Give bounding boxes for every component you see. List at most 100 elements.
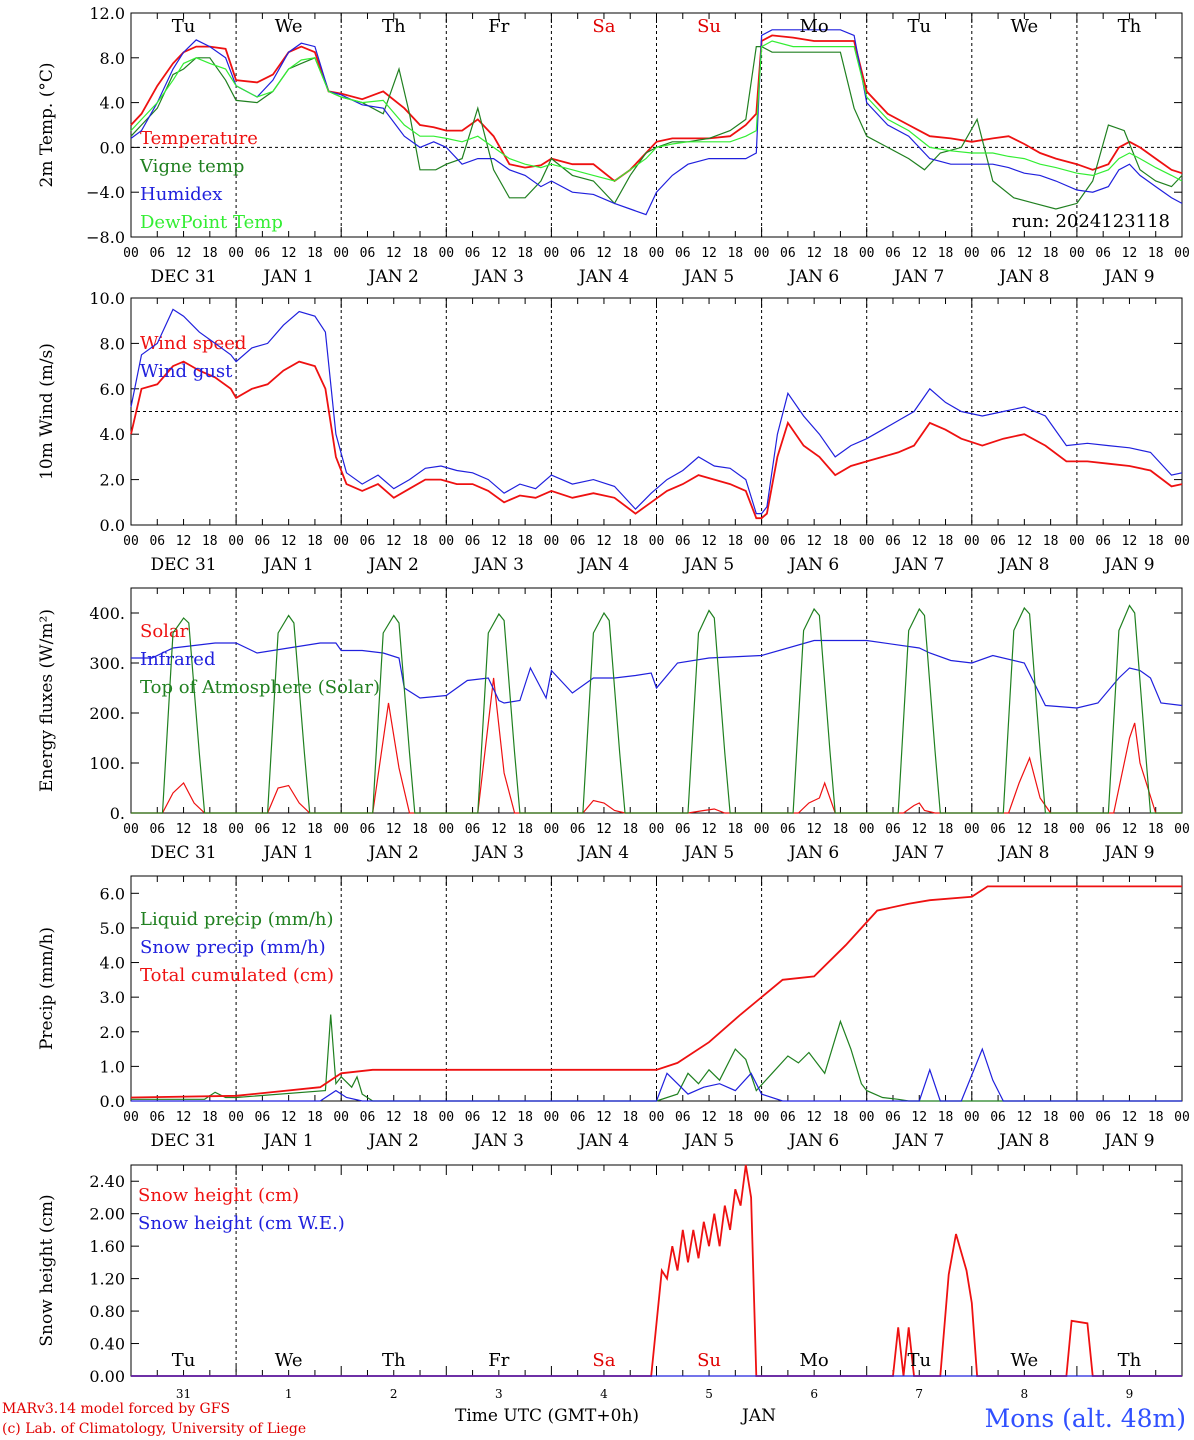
panel-frame	[130, 12, 1183, 238]
y-tick-label: 1.60	[89, 1237, 125, 1256]
hour-label: 18	[1043, 1110, 1059, 1125]
hour-label: 06	[149, 822, 165, 837]
hour-label: 06	[570, 822, 586, 837]
date-label: JAN 7	[892, 555, 944, 575]
hour-label: 12	[1017, 822, 1033, 837]
hour-label: 12	[806, 1110, 822, 1125]
hour-label: 18	[833, 534, 849, 549]
hour-label: 18	[833, 1110, 849, 1125]
day-name-top: Su	[697, 16, 721, 37]
hour-label: 06	[780, 534, 796, 549]
hour-label: 00	[649, 1110, 665, 1125]
hour-label: 00	[859, 246, 875, 261]
hour-label: 18	[727, 1110, 743, 1125]
hour-label: 00	[649, 246, 665, 261]
legend-entry: Wind speed	[140, 333, 246, 354]
date-label: JAN 1	[262, 555, 314, 575]
hour-label: 18	[938, 822, 954, 837]
hour-label: 06	[780, 246, 796, 261]
hour-label: 12	[386, 246, 402, 261]
series-line-3	[130, 40, 1183, 182]
y-tick-label: 6.0	[100, 884, 125, 903]
y-tick-label: 2.40	[89, 1172, 125, 1191]
y-axis-label: Energy fluxes (W/m²)	[37, 609, 57, 792]
hour-label: 06	[990, 822, 1006, 837]
hour-label: 06	[885, 822, 901, 837]
y-tick-label: 0.0	[100, 1092, 125, 1111]
y-tick-label: 0.0	[100, 138, 125, 157]
hour-label: 06	[1095, 1110, 1111, 1125]
legend-entry: Snow height (cm)	[138, 1185, 299, 1206]
hour-label: 12	[596, 822, 612, 837]
date-label: JAN 5	[682, 267, 734, 287]
hour-label: 12	[911, 534, 927, 549]
hour-label: 18	[938, 246, 954, 261]
hour-label: 12	[701, 822, 717, 837]
hour-label: 06	[149, 1110, 165, 1125]
day-name-bottom: We	[275, 1350, 303, 1371]
hour-label: 00	[859, 822, 875, 837]
series-line-2	[130, 29, 1183, 216]
legend-entry: Humidex	[140, 184, 222, 205]
date-label: JAN 7	[892, 843, 944, 863]
hour-label: 18	[727, 534, 743, 549]
hour-label: 18	[833, 822, 849, 837]
hour-label: 12	[911, 822, 927, 837]
hour-label: 06	[255, 1110, 271, 1125]
hour-label: 00	[228, 246, 244, 261]
hour-label: 18	[517, 1110, 533, 1125]
hour-label: 12	[491, 534, 507, 549]
hour-label: 18	[622, 822, 638, 837]
hour-label: 12	[911, 1110, 927, 1125]
date-label: JAN 9	[1102, 267, 1154, 287]
hour-label: 12	[1122, 822, 1138, 837]
hour-label: 12	[911, 246, 927, 261]
y-tick-label: 0.80	[89, 1302, 125, 1321]
date-label: JAN 3	[472, 843, 524, 863]
date-label: JAN 5	[682, 843, 734, 863]
hour-label: 06	[885, 246, 901, 261]
hour-label: 18	[307, 1110, 323, 1125]
hour-label: 06	[255, 246, 271, 261]
legend-entry: Snow height (cm W.E.)	[138, 1213, 345, 1234]
date-label: JAN 3	[472, 267, 524, 287]
date-label: JAN 6	[787, 843, 839, 863]
series-line-1	[131, 639, 1183, 709]
y-tick-label: 0.	[110, 804, 125, 823]
hour-label: 00	[1174, 822, 1190, 837]
hour-label: 12	[806, 534, 822, 549]
day-number: 5	[705, 1387, 713, 1401]
day-name-top: Th	[1118, 16, 1142, 37]
day-number: 7	[915, 1387, 923, 1401]
hour-label: 06	[465, 534, 481, 549]
hour-label: 12	[281, 1110, 297, 1125]
hour-label: 12	[701, 246, 717, 261]
day-name-top: Fr	[488, 16, 509, 37]
day-name-bottom: We	[1011, 1350, 1039, 1371]
y-tick-label: 400.	[89, 604, 125, 623]
hour-label: 06	[149, 534, 165, 549]
hour-label: 06	[990, 246, 1006, 261]
date-label: JAN 1	[262, 267, 314, 287]
date-label: JAN 4	[577, 843, 629, 863]
hour-label: 18	[622, 1110, 638, 1125]
hour-label: 06	[570, 246, 586, 261]
day-number: 3	[495, 1387, 503, 1401]
hour-label: 12	[701, 1110, 717, 1125]
date-label: JAN 9	[1102, 843, 1154, 863]
hour-label: 06	[570, 534, 586, 549]
y-tick-label: 200.	[89, 704, 125, 723]
hour-label: 00	[1174, 246, 1190, 261]
hour-label: 00	[754, 246, 770, 261]
date-label: JAN 1	[262, 843, 314, 863]
hour-label: 18	[1148, 1110, 1164, 1125]
legend-entry: Total cumulated (cm)	[140, 965, 334, 986]
y-tick-label: 0.00	[89, 1367, 125, 1386]
hour-label: 06	[885, 1110, 901, 1125]
date-label: JAN 2	[367, 267, 419, 287]
day-name-top: Sa	[592, 16, 615, 37]
hour-label: 12	[1122, 246, 1138, 261]
hour-label: 06	[780, 1110, 796, 1125]
y-axis-label: 2m Temp. (°C)	[37, 62, 57, 187]
